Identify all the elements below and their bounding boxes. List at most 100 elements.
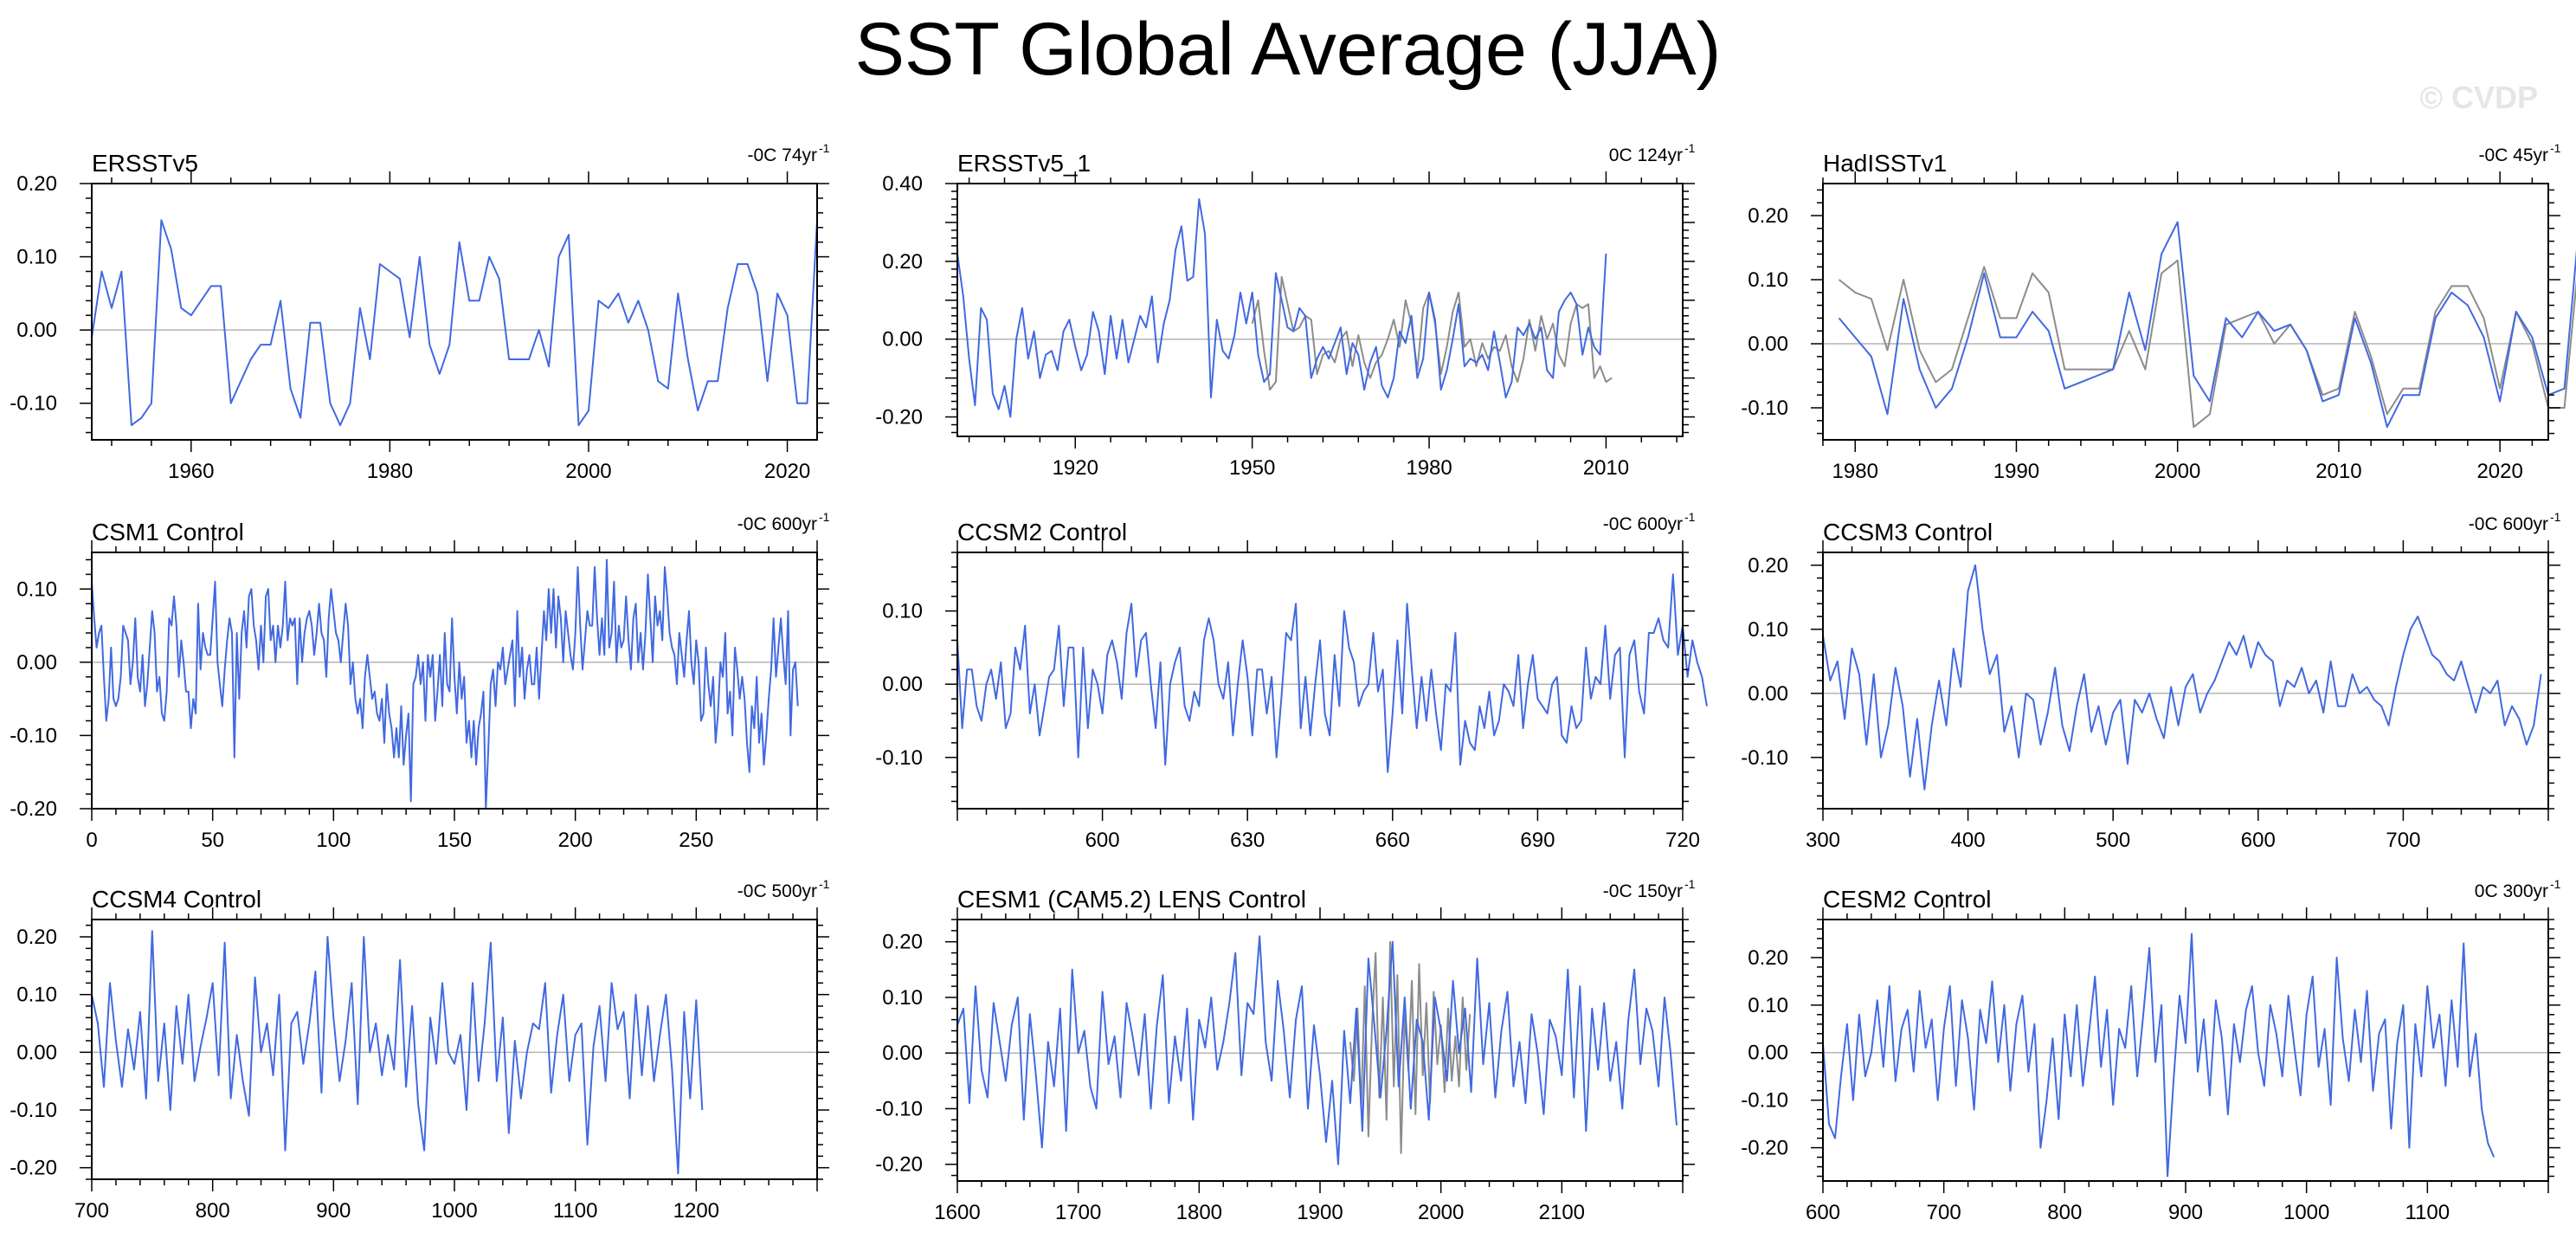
x-tick-label: 1980 xyxy=(1406,456,1452,480)
y-tick-label: 0.00 xyxy=(882,673,923,696)
series-line xyxy=(91,558,799,810)
x-tick-label: 2020 xyxy=(2476,460,2522,483)
y-tick-label: 0.00 xyxy=(16,319,57,342)
trend-superscript: -1 xyxy=(819,510,830,524)
trend-superscript: -1 xyxy=(1684,510,1696,524)
y-tick-label: 0.20 xyxy=(882,250,923,274)
y-tick-label: 0.10 xyxy=(1748,994,1788,1017)
x-tick-label: 150 xyxy=(437,829,472,852)
panel-8: CESM1 (CAM5.2) LENS Control -0C 150yr -1 16… xyxy=(875,877,1695,1224)
series-line xyxy=(91,930,704,1175)
x-tick-label: 1600 xyxy=(934,1201,980,1224)
x-tick-label: 900 xyxy=(316,1199,351,1223)
x-tick-label: 1700 xyxy=(1055,1201,1101,1224)
x-tick-label: 1800 xyxy=(1176,1201,1222,1224)
plot-frame xyxy=(1822,919,2549,1182)
panel-title: ERSSTv5 xyxy=(92,150,198,177)
x-tick-label: 500 xyxy=(2096,829,2130,852)
x-tick-label: 1920 xyxy=(1053,456,1098,480)
x-tick-label: 50 xyxy=(201,829,224,852)
panel-4: CSM1 Control -0C 600yr -1 0 50 100 150 200 250 0.… xyxy=(10,510,829,852)
x-tick-label: 1990 xyxy=(1993,460,2039,483)
y-tick-label: 0.10 xyxy=(16,246,57,269)
x-tick-label: 800 xyxy=(196,1199,230,1223)
y-tick-label: 0.20 xyxy=(16,926,57,949)
panel-title: CCSM2 Control xyxy=(957,519,1127,545)
x-tick-label: 1980 xyxy=(367,460,413,483)
panel-1: ERSSTv5 -0C 74yr -1 1960 1980 2000 2020 0.20 0.1… xyxy=(10,141,829,483)
panel-5: CCSM2 Control -0C 600yr -1 600 630 660 690 720 0… xyxy=(875,510,1708,852)
y-tick-label: -0.10 xyxy=(10,724,57,747)
plot-frame xyxy=(956,183,1684,437)
x-tick-label: 2020 xyxy=(764,460,810,483)
series-line xyxy=(91,219,818,427)
plot-frame xyxy=(1822,552,2549,810)
watermark: © CVDP xyxy=(2419,80,2538,115)
trend-label: -0C 150yr xyxy=(1603,881,1683,901)
y-tick-label: -0.10 xyxy=(10,1099,57,1122)
y-tick-label: 0.20 xyxy=(1748,946,1788,970)
panel-title: CESM1 (CAM5.2) LENS Control xyxy=(957,886,1306,913)
trend-label: -0C 45yr xyxy=(2478,145,2548,165)
x-tick-label: 200 xyxy=(558,829,593,852)
x-tick-label: 400 xyxy=(1951,829,1986,852)
y-tick-label: 0.40 xyxy=(882,172,923,196)
y-tick-label: 0.00 xyxy=(882,1042,923,1065)
series-line xyxy=(1822,564,2542,791)
panel-title: CCSM3 Control xyxy=(1823,519,1993,545)
y-tick-label: 0.10 xyxy=(1748,618,1788,642)
x-tick-label: 250 xyxy=(679,829,713,852)
plot-frame xyxy=(1822,183,2549,441)
y-tick-label: -0.10 xyxy=(1741,1089,1788,1113)
x-tick-label: 700 xyxy=(74,1199,109,1223)
x-tick-label: 1000 xyxy=(2283,1201,2329,1224)
plot-frame xyxy=(956,919,1684,1182)
trend-superscript: -1 xyxy=(1684,141,1696,155)
x-tick-label: 1950 xyxy=(1229,456,1275,480)
plot-frame xyxy=(91,183,818,441)
x-tick-label: 900 xyxy=(2168,1201,2203,1224)
y-tick-label: 0.10 xyxy=(1748,268,1788,292)
x-tick-label: 690 xyxy=(1520,829,1555,852)
trend-label: 0C 124yr xyxy=(1609,145,1683,165)
y-tick-label: -0.20 xyxy=(875,406,923,429)
y-tick-label: -0.20 xyxy=(875,1153,923,1177)
y-tick-label: 0.20 xyxy=(1748,554,1788,578)
series-line xyxy=(956,198,1607,418)
x-tick-label: 1200 xyxy=(673,1199,719,1223)
panel-9: CESM2 Control 0C 300yr -1 600 700 800 900 1000 1… xyxy=(1741,877,2560,1224)
panel-6: CCSM3 Control -0C 600yr -1 300 400 500 600 700 0… xyxy=(1741,510,2560,852)
trend-superscript: -1 xyxy=(819,141,830,155)
trend-label: -0C 500yr xyxy=(737,881,817,901)
series-line xyxy=(956,573,1708,773)
trend-label: -0C 600yr xyxy=(2469,514,2548,534)
trend-label: -0C 600yr xyxy=(737,514,817,534)
trend-label: -0C 74yr xyxy=(747,145,817,165)
x-tick-label: 660 xyxy=(1375,829,1410,852)
y-tick-label: 0.10 xyxy=(16,578,57,601)
x-tick-label: 630 xyxy=(1230,829,1265,852)
x-tick-label: 600 xyxy=(1085,829,1120,852)
y-tick-label: -0.20 xyxy=(1741,1137,1788,1160)
y-tick-label: -0.10 xyxy=(875,746,923,770)
panel-title: CSM1 Control xyxy=(92,519,244,545)
panel-title: CCSM4 Control xyxy=(92,886,261,913)
x-tick-label: 2000 xyxy=(565,460,611,483)
x-tick-label: 300 xyxy=(1806,829,1840,852)
x-tick-label: 0 xyxy=(86,829,97,852)
panel-7: CCSM4 Control -0C 500yr -1 700 800 900 1000 110… xyxy=(10,877,829,1223)
panel-3: HadISSTv1 -0C 45yr -1 1980 1990 2000 2010 2020 0… xyxy=(1741,141,2576,483)
y-tick-label: -0.10 xyxy=(1741,746,1788,770)
y-tick-label: 0.10 xyxy=(882,986,923,1010)
y-tick-label: 0.00 xyxy=(882,328,923,352)
x-tick-label: 700 xyxy=(1927,1201,1961,1224)
trend-superscript: -1 xyxy=(819,877,830,891)
y-tick-label: 0.20 xyxy=(16,172,57,196)
x-tick-label: 600 xyxy=(2241,829,2276,852)
x-tick-label: 720 xyxy=(1665,829,1700,852)
y-tick-label: -0.20 xyxy=(10,797,57,821)
y-tick-label: 0.10 xyxy=(16,984,57,1007)
x-tick-label: 1100 xyxy=(553,1199,598,1223)
trend-superscript: -1 xyxy=(1684,877,1696,891)
